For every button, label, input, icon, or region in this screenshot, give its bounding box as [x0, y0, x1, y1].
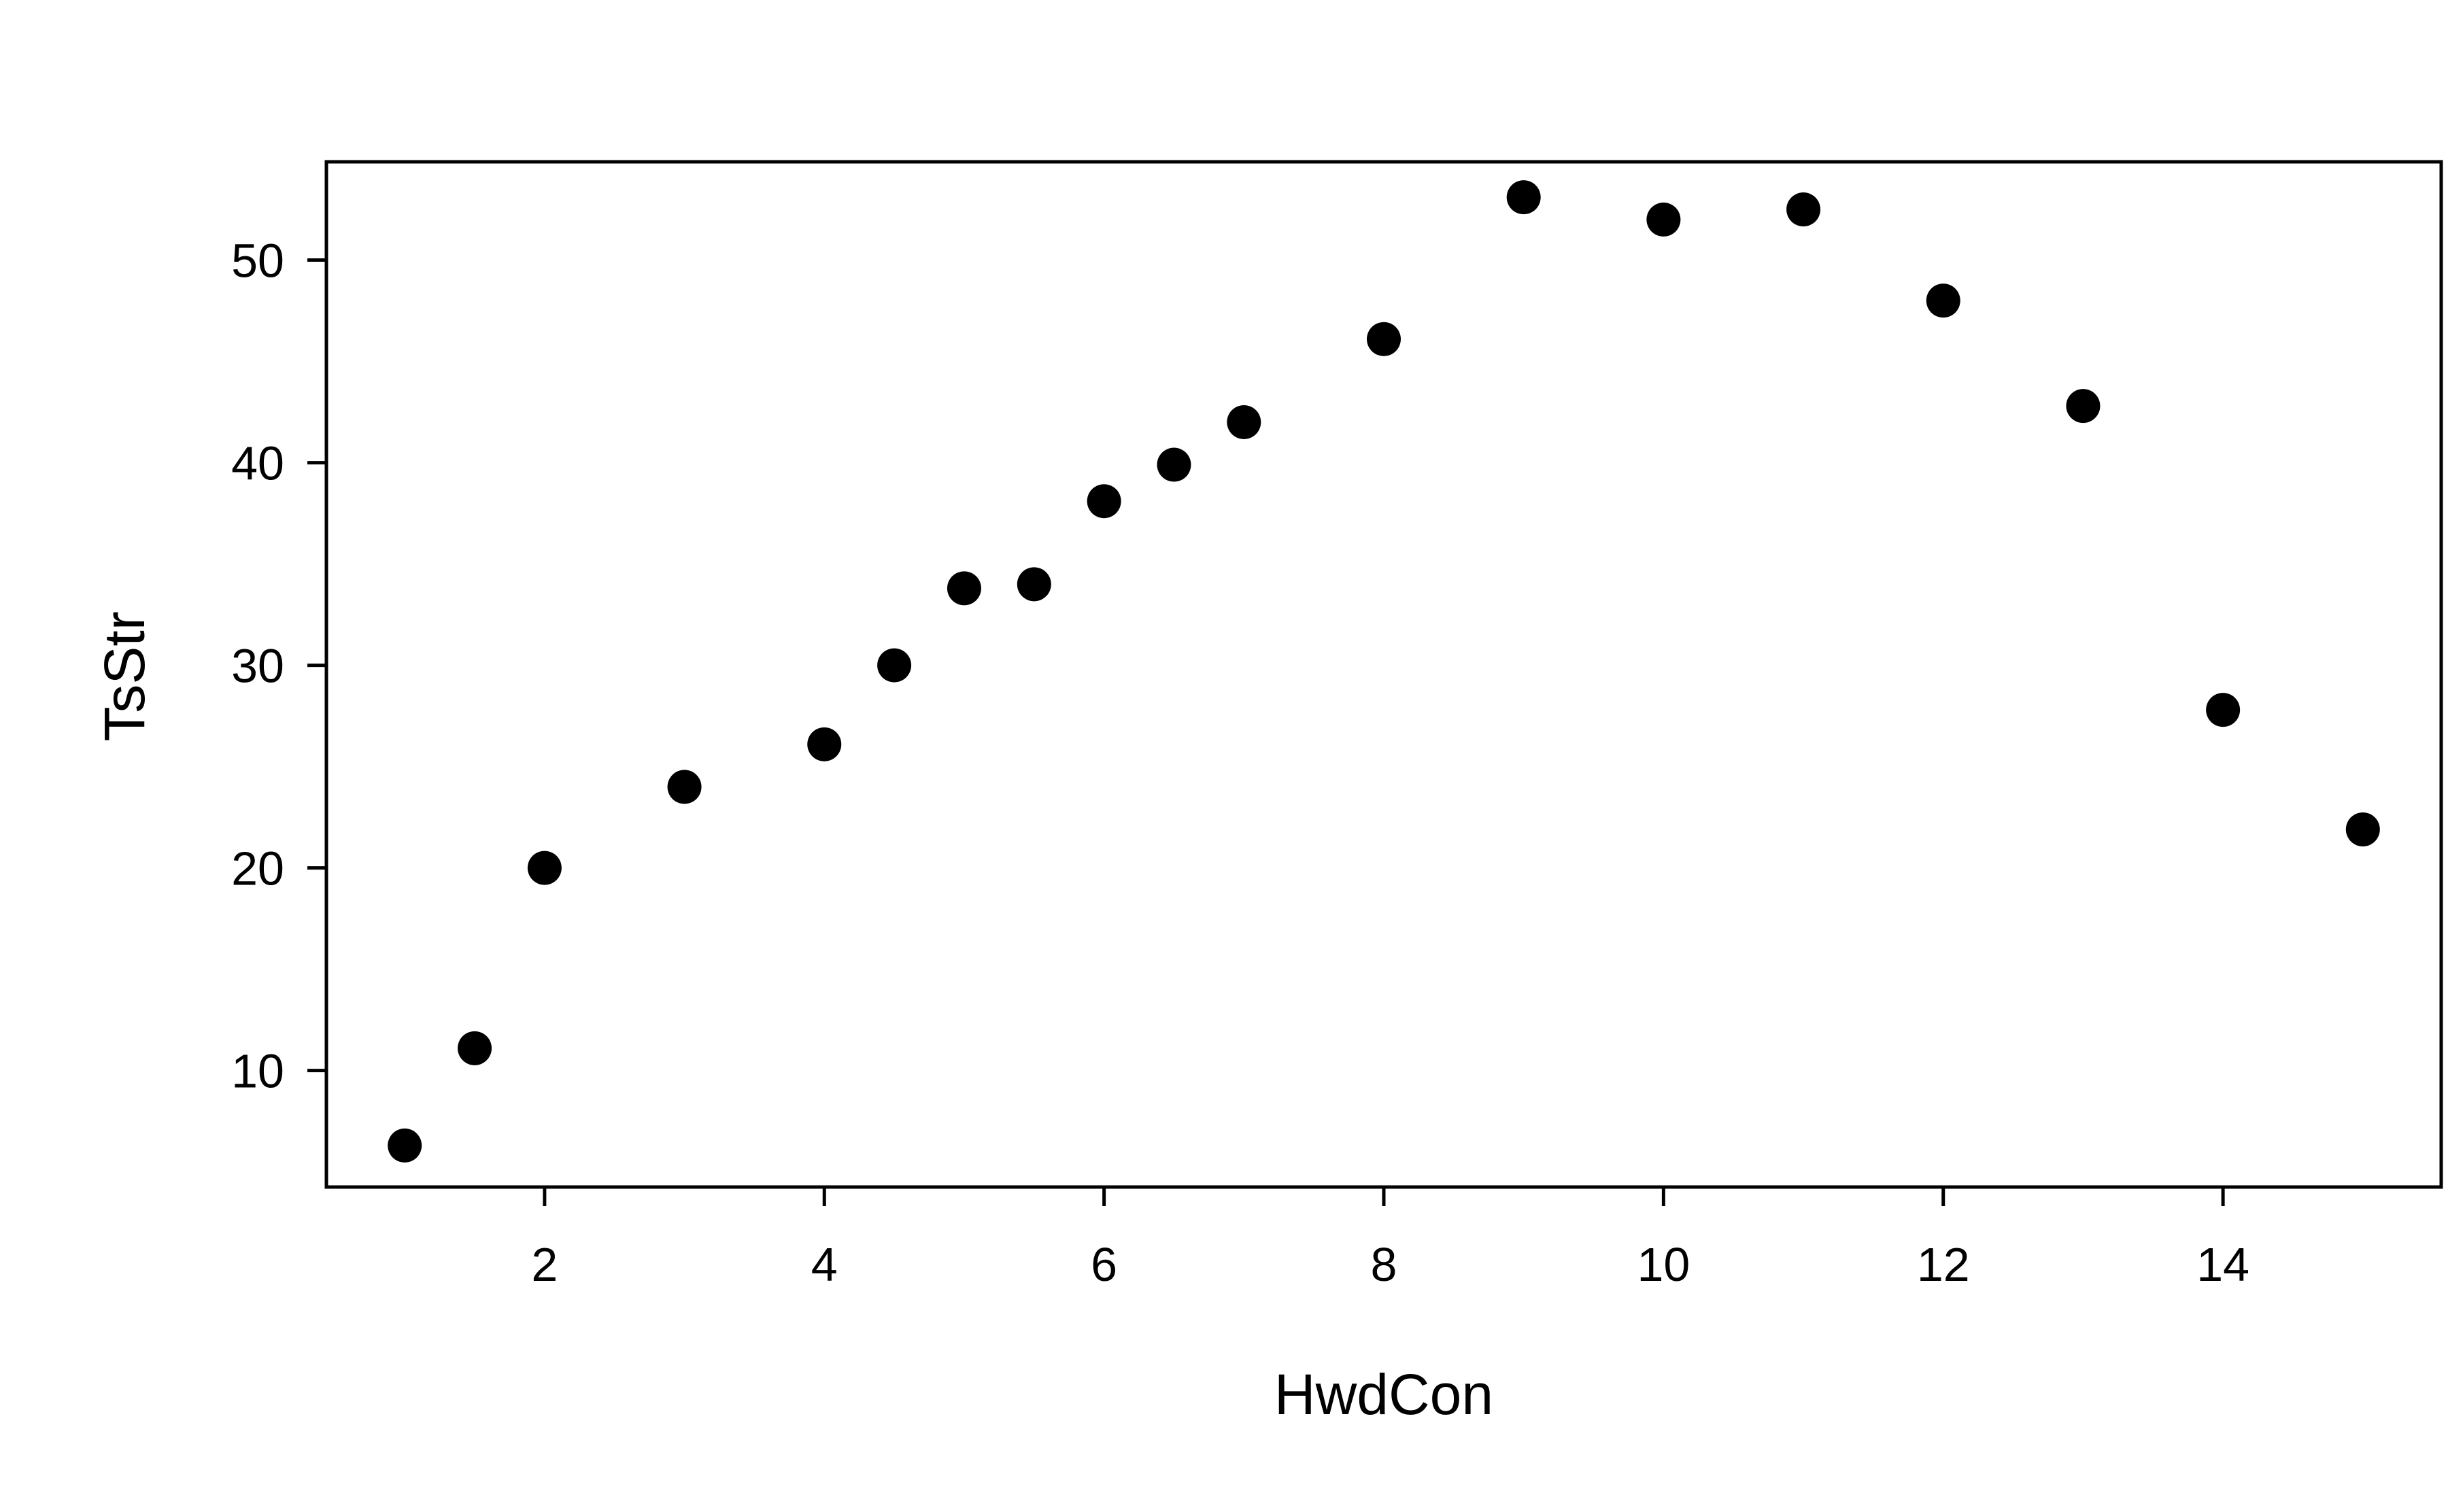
data-point [458, 1031, 492, 1065]
y-tick-label: 30 [231, 640, 284, 693]
x-tick-label: 8 [1371, 1238, 1397, 1291]
data-point [2206, 693, 2241, 727]
data-point [1646, 202, 1681, 237]
data-point [667, 770, 702, 804]
y-tick-label: 40 [231, 437, 284, 490]
x-axis-title: HwdCon [1274, 1362, 1493, 1426]
data-point [527, 850, 562, 885]
y-tick-label: 10 [231, 1045, 284, 1098]
x-tick-label: 12 [1917, 1238, 1970, 1291]
data-point [1367, 322, 1401, 356]
data-point [1227, 405, 1261, 439]
plot-frame [324, 160, 2443, 1189]
data-point [1506, 180, 1541, 215]
data-point [807, 727, 842, 761]
x-axis: 2 4 6 8 10 12 14 [531, 1187, 2249, 1291]
y-axis: 10 20 30 40 50 [231, 235, 326, 1098]
data-point [1017, 567, 1051, 602]
data-point [1786, 192, 1821, 227]
data-points [388, 180, 2380, 1163]
x-tick-label: 6 [1091, 1238, 1117, 1291]
y-tick-label: 50 [231, 235, 284, 288]
data-point [1926, 284, 1960, 318]
y-tick-label: 20 [231, 842, 284, 895]
data-point [1087, 484, 1121, 519]
x-tick-label: 2 [531, 1238, 558, 1291]
data-point [388, 1128, 422, 1163]
data-point [877, 648, 912, 683]
x-tick-label: 10 [1637, 1238, 1690, 1291]
data-point [947, 571, 981, 606]
y-axis-title: TsStr [92, 611, 156, 741]
x-tick-label: 14 [2196, 1238, 2249, 1291]
data-point [2345, 812, 2380, 846]
x-tick-label: 4 [811, 1238, 838, 1291]
data-point [1157, 447, 1191, 482]
data-point [2066, 389, 2101, 424]
